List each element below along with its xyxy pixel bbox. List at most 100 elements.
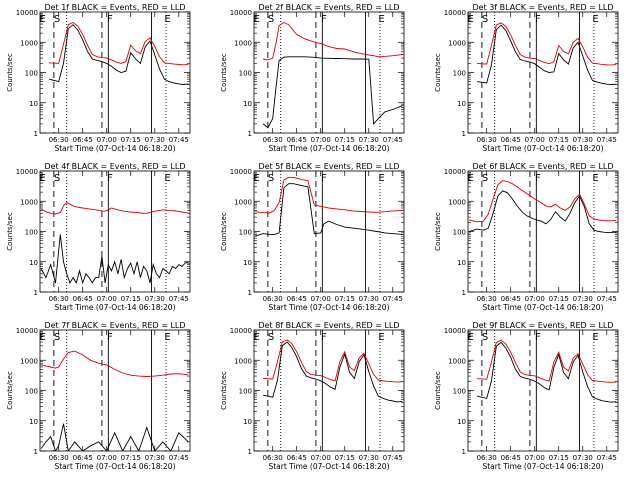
y-tick-label: 10 — [29, 100, 38, 108]
x-tick-label: 07:30 — [359, 136, 379, 144]
region-label: F — [535, 332, 541, 343]
x-tick-label: 07:45 — [597, 136, 617, 144]
region-label: E — [378, 332, 384, 343]
y-tick-label: 1 — [248, 448, 252, 456]
y-tick-label: 10000 — [16, 9, 38, 17]
plot-frame — [467, 11, 619, 134]
y-tick-label: 100 — [25, 388, 38, 396]
y-tick-label: 10 — [243, 100, 252, 108]
y-tick-label: 1000 — [448, 39, 466, 47]
y-axis-label: Counts/sec — [434, 53, 442, 92]
plot-frame — [39, 11, 191, 134]
x-tick-label: 07:00 — [311, 295, 331, 303]
y-tick-label: 1000 — [234, 39, 252, 47]
x-axis-label: Start Time (07-Oct-14 06:18:20) — [268, 303, 389, 312]
y-tick-label: 10 — [243, 418, 252, 426]
panel-det-6: Det 6f BLACK = Events, RED = LLD 1 10 100 10… — [434, 162, 619, 312]
panel-det-3: Det 3f BLACK = Events, RED = LLD 1 10 100 10… — [434, 3, 619, 153]
x-tick-label: 07:00 — [525, 295, 545, 303]
x-tick-label: 07:30 — [573, 454, 593, 462]
y-tick-label: 10 — [457, 100, 466, 108]
x-tick-label: 06:30 — [263, 136, 283, 144]
x-tick-label: 06:30 — [263, 454, 283, 462]
x-tick-label: 07:30 — [359, 454, 379, 462]
x-tick-label: 07:45 — [597, 295, 617, 303]
x-tick-label: 06:30 — [477, 136, 497, 144]
region-label: E — [164, 14, 170, 25]
x-axis-label: Start Time (07-Oct-14 06:18:20) — [482, 144, 603, 153]
x-tick-label: 07:45 — [169, 295, 189, 303]
region-label: E — [468, 332, 474, 343]
panel-det-1: Det 1f BLACK = Events, RED = LLD 1 10 100 10… — [6, 3, 191, 153]
y-tick-label: 1 — [462, 289, 466, 297]
x-tick-label: 07:15 — [335, 136, 355, 144]
y-tick-label: 1000 — [20, 357, 38, 365]
x-tick-label: 06:45 — [73, 454, 93, 462]
region-label: E — [468, 173, 474, 184]
x-tick-label: 06:45 — [73, 295, 93, 303]
y-tick-label: 100 — [239, 70, 252, 78]
y-tick-label: 100 — [239, 229, 252, 237]
y-axis-label: Counts/sec — [220, 371, 228, 410]
series-lld-line — [469, 180, 617, 223]
y-tick-label: 1 — [248, 289, 252, 297]
series-lld-line — [477, 339, 617, 383]
panel-title: Det 8f BLACK = Events, RED = LLD — [258, 321, 399, 330]
x-tick-label: 07:15 — [121, 295, 141, 303]
region-label: F — [107, 173, 113, 184]
region-label: E — [592, 173, 598, 184]
x-axis-label: Start Time (07-Oct-14 06:18:20) — [482, 303, 603, 312]
y-axis-label: Counts/sec — [220, 212, 228, 251]
y-tick-label: 1000 — [234, 198, 252, 206]
x-tick-label: 07:45 — [383, 136, 403, 144]
x-tick-label: 06:45 — [287, 136, 307, 144]
y-tick-label: 1000 — [20, 39, 38, 47]
x-tick-label: 06:45 — [287, 454, 307, 462]
region-label: S — [268, 173, 274, 184]
x-tick-label: 06:45 — [73, 136, 93, 144]
y-tick-label: 1000 — [20, 198, 38, 206]
series-events-line — [40, 234, 189, 285]
region-label: F — [321, 14, 327, 25]
x-tick-label: 07:00 — [97, 295, 117, 303]
x-axis-label: Start Time (07-Oct-14 06:18:20) — [268, 144, 389, 153]
region-label: F — [107, 14, 113, 25]
y-tick-label: 100 — [25, 70, 38, 78]
x-tick-label: 07:15 — [549, 454, 569, 462]
y-tick-label: 100 — [239, 388, 252, 396]
region-label: E — [164, 332, 170, 343]
y-tick-label: 10000 — [444, 168, 466, 176]
region-label: E — [468, 14, 474, 25]
series-events-line — [468, 190, 617, 234]
panel-title: Det 6f BLACK = Events, RED = LLD — [472, 162, 613, 171]
y-axis-label: Counts/sec — [220, 53, 228, 92]
region-label: S — [54, 332, 60, 343]
y-axis-label: Counts/sec — [434, 212, 442, 251]
region-label: F — [321, 173, 327, 184]
series-events-line — [40, 423, 189, 451]
series-events-line — [476, 341, 617, 403]
x-tick-label: 06:45 — [501, 295, 521, 303]
x-tick-label: 07:00 — [97, 454, 117, 462]
y-tick-label: 1 — [34, 448, 38, 456]
y-tick-label: 1 — [248, 130, 252, 138]
panel-det-9: Det 9f BLACK = Events, RED = LLD 1 10 100 10… — [434, 321, 619, 471]
x-tick-label: 07:15 — [121, 136, 141, 144]
panel-title: Det 3f BLACK = Events, RED = LLD — [472, 3, 613, 12]
x-tick-label: 06:45 — [501, 136, 521, 144]
x-tick-label: 07:45 — [383, 295, 403, 303]
x-tick-label: 07:30 — [573, 136, 593, 144]
plot-frame — [39, 170, 191, 293]
panel-det-2: Det 2f BLACK = Events, RED = LLD 1 10 100 10… — [220, 3, 405, 153]
region-label: E — [254, 173, 260, 184]
x-tick-label: 06:30 — [49, 454, 69, 462]
plot-frame — [467, 329, 619, 452]
region-label: S — [54, 14, 60, 25]
region-label: E — [40, 332, 46, 343]
y-tick-label: 10000 — [16, 327, 38, 335]
x-tick-label: 07:45 — [383, 454, 403, 462]
panel-det-7: Det 7f BLACK = Events, RED = LLD 1 10 100 10… — [6, 321, 191, 471]
y-axis-label: Counts/sec — [434, 371, 442, 410]
panel-title: Det 7f BLACK = Events, RED = LLD — [44, 321, 185, 330]
